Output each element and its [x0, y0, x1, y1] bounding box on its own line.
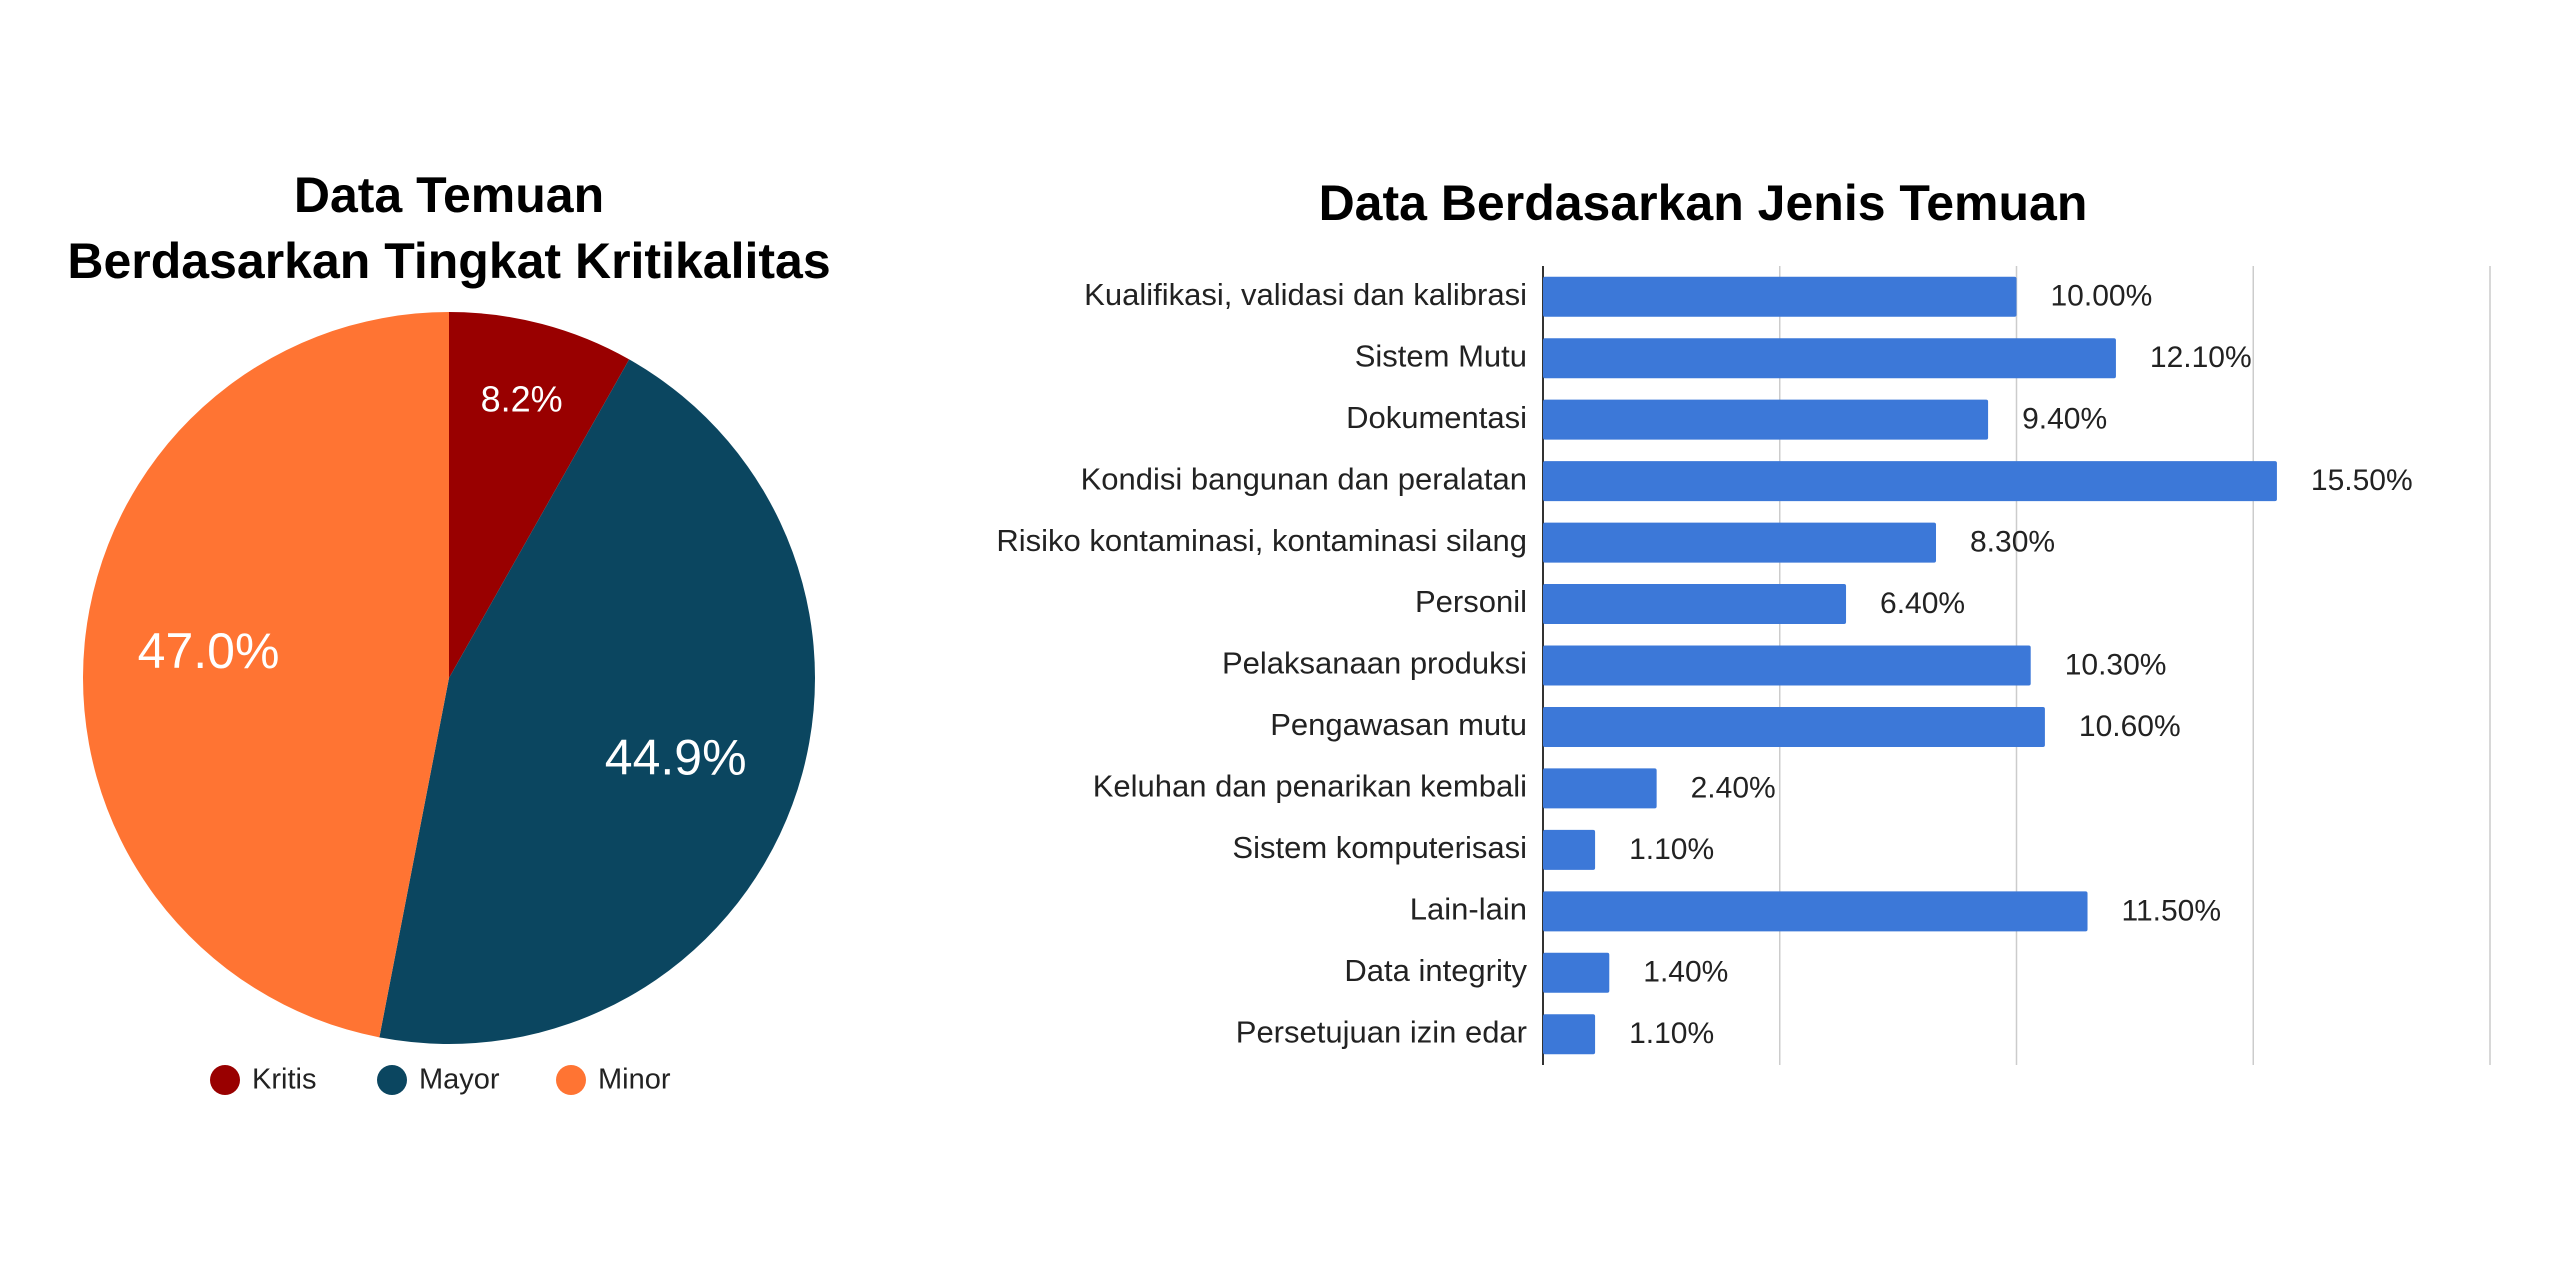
legend-swatch — [210, 1065, 240, 1095]
legend-swatch — [556, 1065, 586, 1095]
category-label: Persetujuan izin edar — [1236, 1014, 1527, 1049]
legend-label: Minor — [598, 1064, 671, 1096]
bar — [1543, 952, 1610, 993]
bar — [1543, 891, 2088, 932]
bar — [1543, 522, 1937, 563]
bar — [1543, 1014, 1596, 1055]
value-label: 1.10% — [1629, 1017, 1714, 1050]
bar — [1543, 461, 2277, 502]
category-label: Kualifikasi, validasi dan kalibrasi — [1084, 277, 1527, 312]
pie-slice — [449, 312, 630, 678]
bar — [1543, 706, 2045, 747]
value-label: 8.30% — [1970, 525, 2055, 558]
pie-title: Data Temuan — [294, 167, 604, 223]
category-label: Risiko kontaminasi, kontaminasi silang — [996, 523, 1527, 558]
pie-slice — [379, 359, 816, 1044]
category-label: Data integrity — [1344, 953, 1527, 988]
slice-label: 8.2% — [481, 378, 563, 419]
value-label: 9.40% — [2022, 403, 2107, 436]
bar — [1543, 768, 1657, 809]
bar-title: Data Berdasarkan Jenis Temuan — [1319, 175, 2088, 231]
slice-label: 44.9% — [605, 730, 747, 786]
bar — [1543, 829, 1596, 870]
value-label: 15.50% — [2311, 464, 2413, 497]
value-label: 6.40% — [1880, 587, 1965, 620]
category-label: Pengawasan mutu — [1270, 707, 1527, 742]
legend-label: Mayor — [419, 1064, 500, 1096]
bar — [1543, 584, 1847, 625]
legend-swatch — [377, 1065, 407, 1095]
category-label: Personil — [1415, 584, 1527, 619]
category-label: Dokumentasi — [1346, 400, 1527, 435]
slice-label: 47.0% — [138, 623, 280, 679]
bar — [1543, 276, 2017, 317]
category-label: Sistem Mutu — [1355, 338, 1527, 373]
value-label: 10.30% — [2065, 648, 2167, 681]
value-label: 1.10% — [1629, 833, 1714, 866]
category-label: Kondisi bangunan dan peralatan — [1081, 461, 1527, 496]
category-label: Sistem komputerisasi — [1232, 830, 1527, 865]
value-label: 2.40% — [1691, 771, 1776, 804]
category-label: Pelaksanaan produksi — [1222, 646, 1527, 681]
value-label: 1.40% — [1643, 956, 1728, 989]
pie-slice — [82, 312, 449, 1038]
value-label: 12.10% — [2150, 341, 2252, 374]
category-label: Lain-lain — [1410, 892, 1527, 927]
bar — [1543, 645, 2031, 686]
legend-label: Kritis — [252, 1064, 316, 1096]
bar — [1543, 399, 1989, 440]
bar — [1543, 338, 2116, 379]
value-label: 10.00% — [2051, 280, 2153, 313]
category-label: Keluhan dan penarikan kembali — [1093, 769, 1527, 804]
value-label: 11.50% — [2122, 894, 2222, 927]
pie-title: Berdasarkan Tingkat Kritikalitas — [67, 233, 830, 289]
value-label: 10.60% — [2079, 710, 2181, 743]
